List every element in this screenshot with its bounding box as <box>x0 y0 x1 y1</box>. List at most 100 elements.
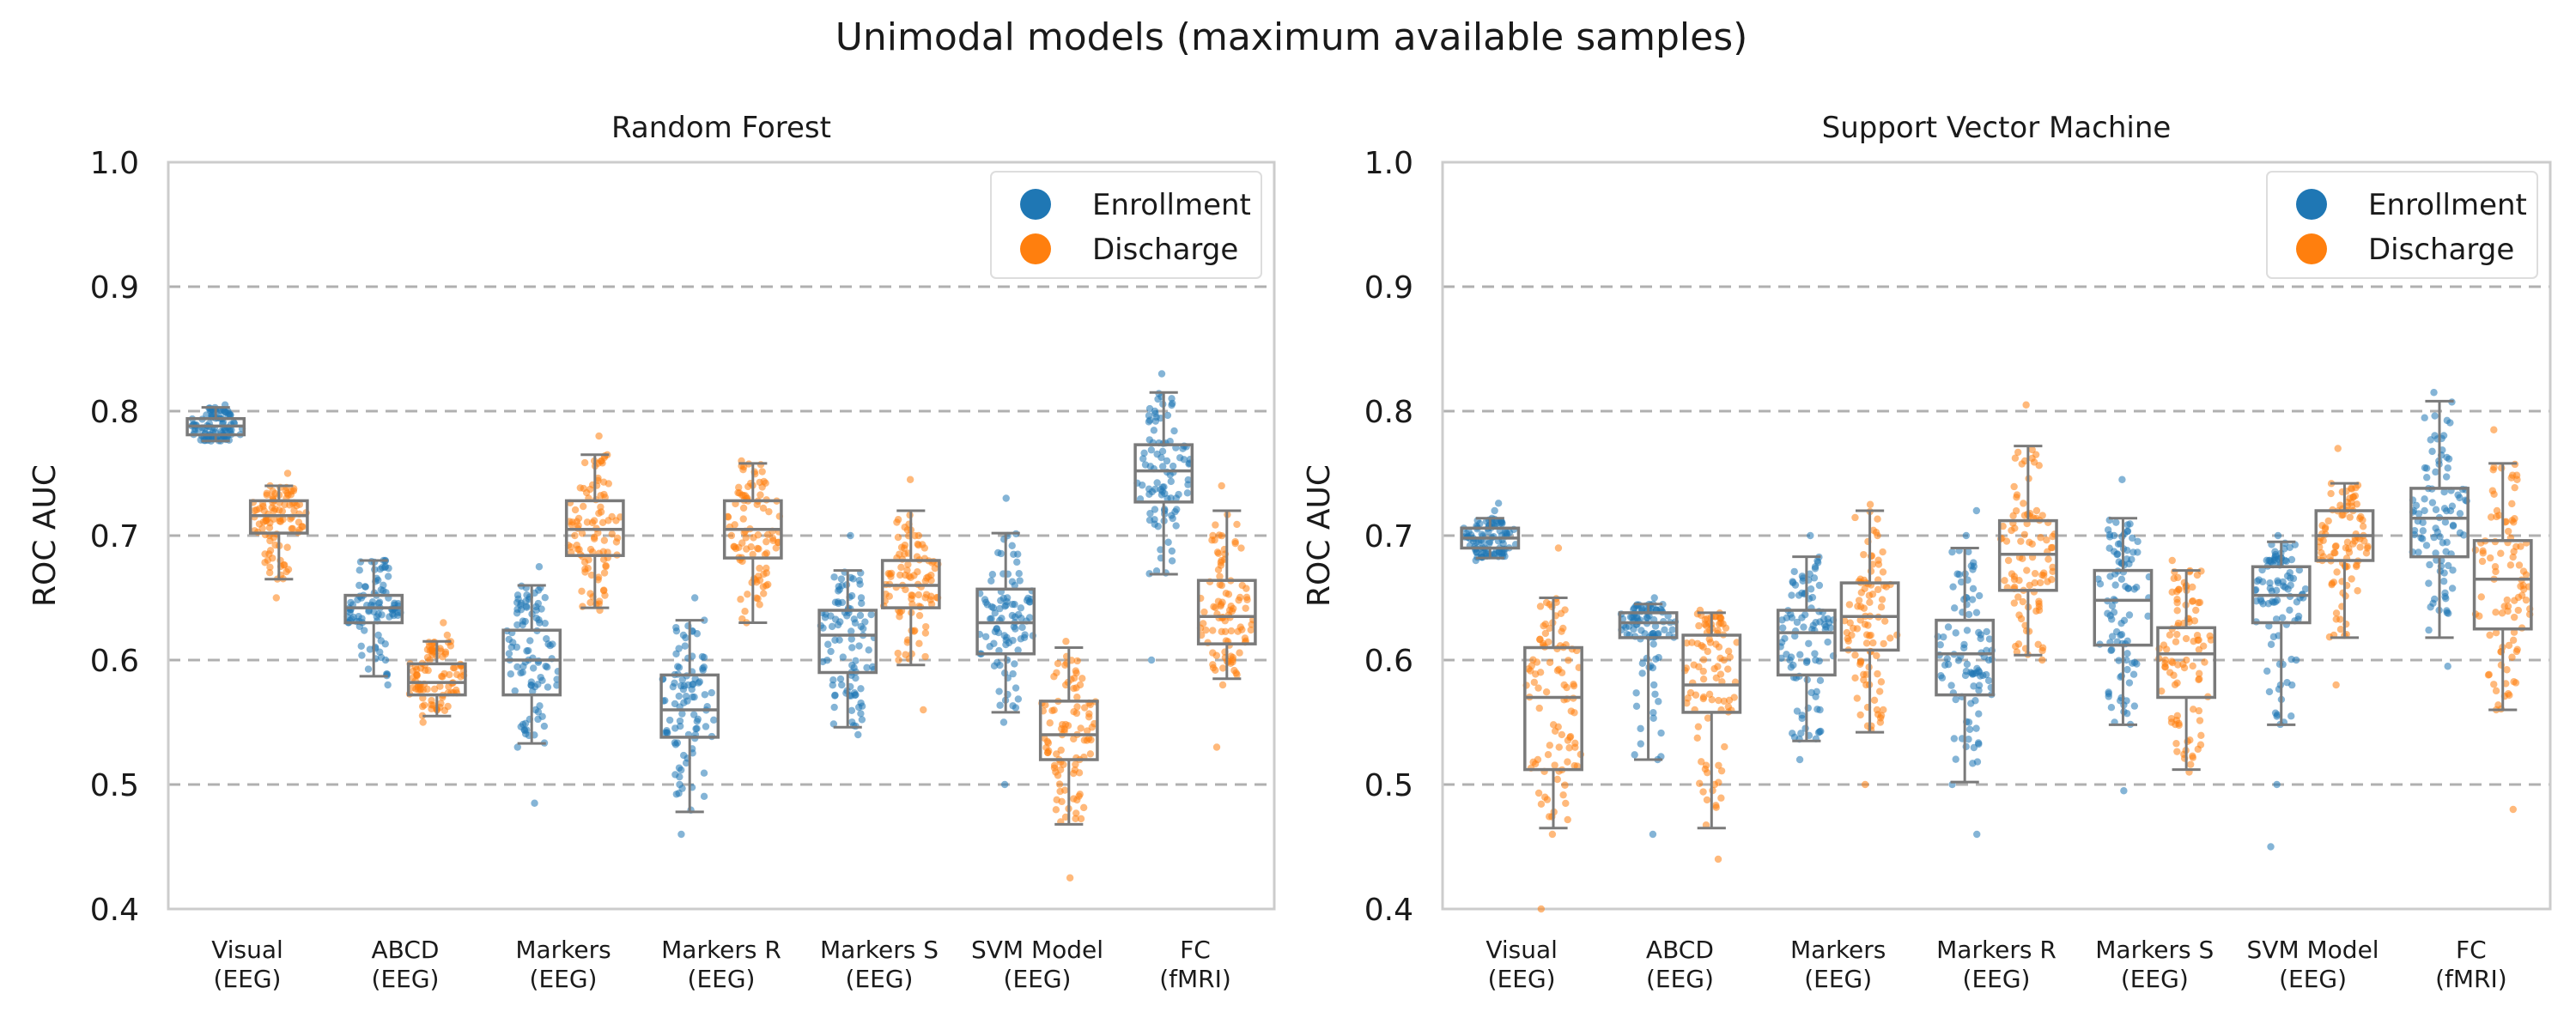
data-point <box>857 622 865 631</box>
data-point <box>1078 675 1086 682</box>
data-point <box>2124 585 2132 592</box>
data-point <box>2522 571 2530 579</box>
data-point <box>612 538 621 546</box>
data-point <box>535 563 544 571</box>
data-point <box>681 642 690 650</box>
data-point <box>2330 548 2338 557</box>
data-point <box>1147 446 1156 454</box>
data-point <box>507 643 516 651</box>
data-point <box>756 478 763 487</box>
data-point <box>605 517 612 524</box>
data-point <box>1781 634 1789 643</box>
data-point <box>2037 534 2044 542</box>
data-point <box>1530 678 1539 687</box>
data-point <box>1214 549 1223 557</box>
data-point <box>1167 494 1175 502</box>
data-point <box>2354 587 2361 595</box>
data-point <box>1008 542 1016 549</box>
data-point <box>2008 526 2015 535</box>
data-point <box>263 491 270 499</box>
data-point <box>2167 718 2176 726</box>
data-point <box>1555 665 1563 674</box>
data-point <box>2484 671 2493 679</box>
data-point <box>1716 670 1725 678</box>
data-point <box>2123 555 2131 563</box>
data-point <box>671 771 679 779</box>
data-point <box>760 590 768 597</box>
data-point <box>902 571 909 579</box>
data-point <box>754 531 762 539</box>
data-point <box>2133 660 2141 668</box>
data-point <box>1013 558 1021 566</box>
data-point <box>1791 632 1799 640</box>
x-tick-label: Visual (EEG) <box>1485 936 1558 993</box>
data-point <box>2195 598 2202 607</box>
data-point <box>513 643 521 651</box>
data-point <box>580 458 589 467</box>
data-point <box>594 476 602 485</box>
data-point <box>1955 571 1963 579</box>
data-point <box>265 524 274 531</box>
data-point <box>2492 567 2500 576</box>
data-point <box>1720 656 1728 664</box>
data-point <box>457 673 465 681</box>
data-point <box>2196 675 2203 683</box>
data-point <box>1536 635 1544 643</box>
data-point <box>1173 506 1181 513</box>
x-tick-label: ABCD (EEG) <box>1646 936 1714 993</box>
data-point <box>759 504 768 512</box>
box-enrollment <box>1133 370 1194 664</box>
data-point <box>908 600 916 609</box>
data-point <box>523 603 531 611</box>
data-point <box>897 563 905 572</box>
data-point <box>368 598 377 606</box>
data-point <box>739 515 747 523</box>
data-point <box>588 548 597 556</box>
data-point <box>1168 395 1176 403</box>
data-point <box>440 706 449 715</box>
data-point <box>848 591 856 600</box>
data-point <box>1798 573 1807 580</box>
data-point <box>2267 640 2275 648</box>
data-point <box>1650 594 1658 602</box>
data-point <box>608 530 617 538</box>
data-point <box>2497 549 2505 557</box>
data-point <box>2359 523 2367 530</box>
data-point <box>1147 656 1156 664</box>
data-point <box>283 567 290 576</box>
data-point <box>1209 531 1217 540</box>
data-point <box>2048 543 2057 552</box>
data-point <box>1972 724 1980 732</box>
data-point <box>1977 634 1984 643</box>
data-point <box>2504 527 2512 536</box>
data-point <box>756 564 763 573</box>
data-point <box>2439 539 2447 547</box>
data-point <box>1856 575 1864 583</box>
data-point <box>1157 370 1166 378</box>
data-point <box>2356 543 2364 551</box>
data-point <box>1860 670 1868 679</box>
data-point <box>2010 599 2019 607</box>
data-point <box>2445 455 2453 463</box>
data-point <box>2449 566 2457 574</box>
data-point <box>2013 494 2020 501</box>
data-point <box>1238 581 1246 590</box>
data-point <box>2410 530 2419 539</box>
data-point <box>1247 626 1255 634</box>
data-point <box>848 635 855 643</box>
data-point <box>851 691 859 700</box>
data-point <box>2487 513 2495 521</box>
y-axis-label: ROC AUC <box>1302 464 1337 607</box>
data-point <box>702 723 710 730</box>
data-point <box>532 606 540 615</box>
data-point <box>743 545 750 553</box>
data-point <box>282 487 289 494</box>
data-point <box>1712 802 1720 809</box>
data-point <box>1817 727 1825 736</box>
y-tick-label: 0.4 <box>90 893 139 928</box>
y-tick-label: 0.8 <box>1364 395 1413 430</box>
data-point <box>2017 537 2025 545</box>
data-point <box>445 682 453 691</box>
data-point <box>1715 761 1722 769</box>
data-point <box>2129 548 2137 556</box>
